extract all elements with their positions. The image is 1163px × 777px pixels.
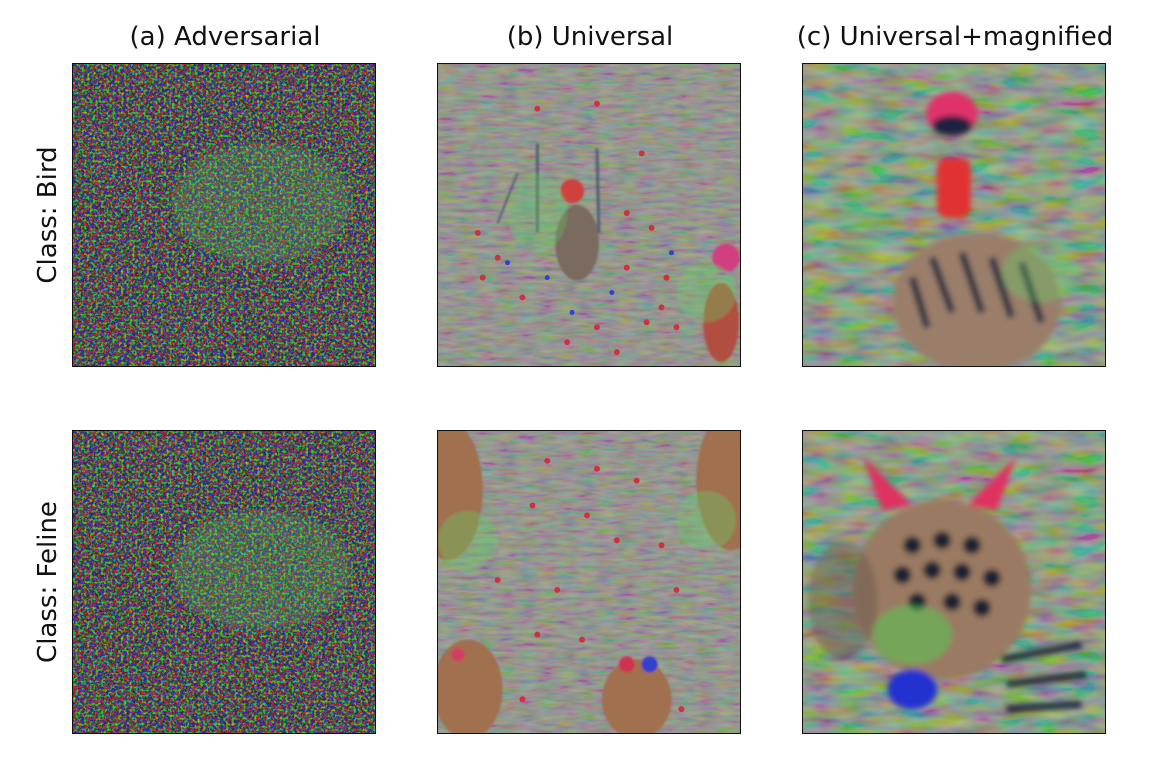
panel-bird-universal-magnified (802, 63, 1106, 367)
panel-feline-universal-magnified (802, 430, 1106, 734)
panel-bird-adversarial (72, 63, 376, 367)
row-label-feline: Class: Feline (33, 501, 63, 663)
panel-feline-adversarial (72, 430, 376, 734)
panel-feline-universal (437, 430, 741, 734)
panel-bird-universal (437, 63, 741, 367)
row-label-bird: Class: Bird (33, 146, 63, 284)
column-title-universal: (b) Universal (506, 22, 674, 52)
column-title-adversarial: (a) Adversarial (129, 22, 321, 52)
column-title-universal-magnified: (c) Universal+magnified (796, 22, 1114, 52)
